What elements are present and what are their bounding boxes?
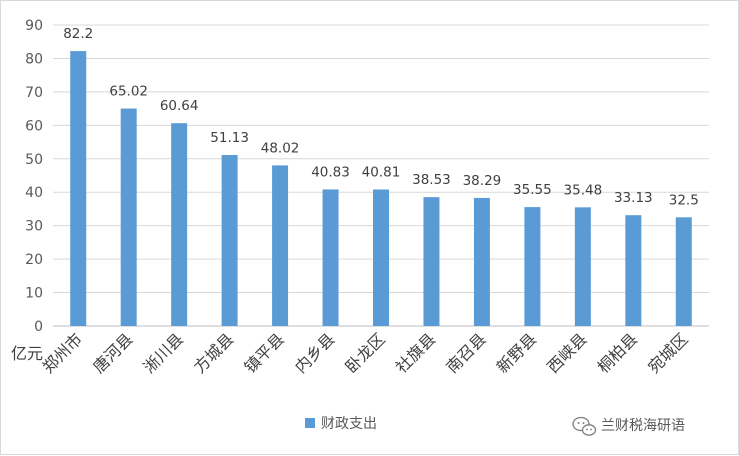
category-label: 桐柏县 (594, 329, 641, 376)
category-label: 内乡县 (291, 329, 338, 376)
category-label: 宛城区 (644, 329, 691, 376)
data-label: 35.55 (513, 182, 552, 198)
watermark-text: 兰财税海研语 (601, 418, 685, 434)
data-label: 40.83 (311, 164, 350, 180)
data-label: 48.02 (261, 140, 300, 156)
category-label: 卧龙区 (341, 329, 388, 376)
bar (524, 207, 541, 326)
bar (171, 123, 188, 326)
wechat-icon (572, 416, 597, 436)
y-axis-ticks: 0 10 20 30 40 50 60 70 80 90 (25, 18, 43, 335)
bar (120, 108, 137, 326)
y-tick-label: 0 (34, 319, 43, 335)
y-unit-label: 亿元 (11, 344, 43, 363)
y-tick-label: 30 (25, 219, 43, 235)
data-label: 51.13 (210, 130, 249, 146)
category-label: 郑州市 (39, 329, 86, 376)
bar (272, 165, 289, 326)
data-label: 35.48 (564, 182, 603, 198)
data-label: 32.5 (669, 192, 699, 208)
legend-label: 财政支出 (321, 416, 377, 432)
category-label: 西峡县 (543, 329, 590, 376)
bar (675, 217, 692, 326)
y-tick-label: 80 (25, 51, 43, 67)
bar (423, 197, 440, 326)
y-tick-label: 10 (25, 286, 43, 302)
legend-swatch (305, 418, 315, 428)
watermark: 兰财税海研语 (572, 416, 685, 436)
bar (221, 154, 238, 326)
data-labels: 82.2 65.02 60.64 51.13 48.02 40.83 40.81 38.53 3… (63, 26, 699, 208)
category-label: 唐河县 (89, 329, 136, 376)
data-label: 82.2 (63, 26, 93, 42)
bar-series (70, 51, 692, 326)
y-tick-label: 60 (25, 118, 43, 134)
category-label: 淅川县 (140, 329, 187, 376)
category-label: 新野县 (493, 329, 540, 376)
category-label: 社旗县 (392, 329, 439, 376)
data-label: 40.81 (362, 165, 401, 181)
category-label: 南召县 (442, 329, 489, 376)
y-tick-label: 70 (25, 85, 43, 101)
legend: 财政支出 (305, 416, 377, 432)
data-label: 60.64 (160, 98, 199, 114)
category-label: 方城县 (190, 329, 237, 376)
bar (322, 189, 339, 326)
bar (473, 197, 490, 326)
data-label: 33.13 (614, 190, 653, 206)
category-label: 镇平县 (241, 329, 288, 376)
data-label: 38.53 (412, 172, 451, 188)
data-label: 65.02 (109, 84, 148, 100)
y-tick-label: 50 (25, 152, 43, 168)
data-label: 38.29 (463, 173, 502, 189)
bar (70, 51, 87, 326)
x-axis-categories: 郑州市 唐河县 淅川县 方城县 镇平县 内乡县 卧龙区 社旗县 南召县 新野县 西峡县 桐柏县 宛城区 (39, 329, 692, 376)
bar (373, 189, 389, 326)
bar (574, 207, 591, 326)
y-tick-label: 20 (25, 252, 43, 268)
y-tick-label: 40 (25, 185, 43, 201)
y-tick-label: 90 (25, 18, 43, 34)
bar (625, 215, 642, 326)
